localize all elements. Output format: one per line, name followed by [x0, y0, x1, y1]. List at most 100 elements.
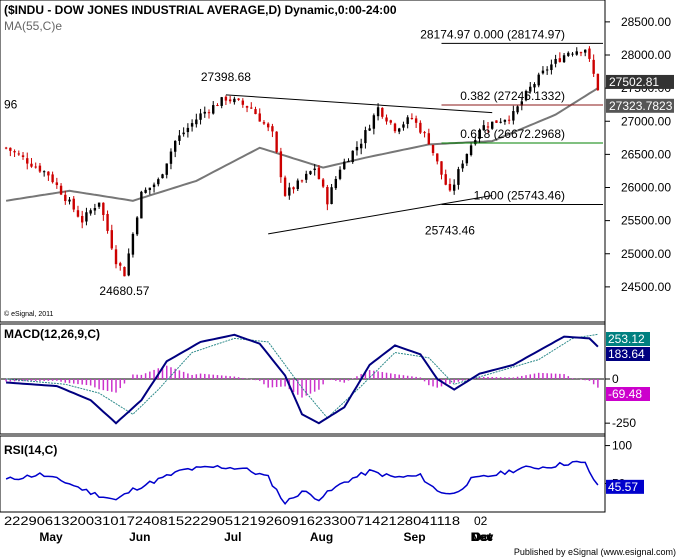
candle-body [220, 97, 223, 106]
macd-title: MACD(12,26,9,C) [4, 327, 100, 341]
x-axis-month-label: Jun [129, 530, 150, 544]
candle-body [144, 189, 147, 193]
candle-body [440, 161, 443, 175]
candle-body [359, 143, 363, 149]
candle-body [520, 101, 524, 106]
price-annotation: 27398.68 [201, 70, 251, 84]
candle-body [448, 183, 452, 191]
macd-badge-text: 183.64 [608, 347, 645, 361]
candle-body [461, 163, 464, 169]
candle-body [288, 187, 291, 196]
candle-body [114, 249, 118, 265]
rsi-layer [5, 460, 599, 506]
candle-body [59, 185, 63, 195]
footer-text: Published by eSignal (www.esignal.com) [514, 547, 676, 557]
candle-body [212, 105, 215, 114]
rsi-title: RSI(14,C) [4, 443, 57, 457]
candle-body [102, 202, 105, 215]
candle-body [436, 153, 439, 162]
candle-body [68, 199, 71, 202]
candle-body [26, 158, 29, 164]
candle-body [364, 130, 367, 144]
candle-body [140, 191, 143, 219]
candle-body [457, 169, 460, 185]
candle-body [524, 91, 528, 101]
candle-body [423, 132, 426, 134]
candle-body [584, 49, 587, 53]
candle-body [347, 160, 350, 162]
candle-body [42, 171, 46, 173]
candle-body [588, 48, 591, 59]
candle-body [173, 140, 177, 152]
candle-body [376, 107, 380, 117]
candle-body [550, 64, 553, 71]
candle-body [317, 167, 321, 180]
candle-body [529, 86, 532, 92]
price-y-tick-label: 25500.00 [621, 214, 671, 228]
candle-body [216, 105, 219, 107]
candle-body [279, 151, 283, 178]
candle-body [186, 127, 190, 133]
candle-body [537, 74, 540, 86]
candle-body [533, 84, 536, 88]
candle-body [309, 171, 312, 175]
rsi-badge-text: 45.57 [608, 480, 638, 494]
x-axis-month-label: Aug [310, 530, 333, 544]
candle-body [495, 120, 498, 123]
candle-body [410, 117, 414, 119]
candle-body [512, 111, 515, 121]
macd-signal-line [6, 333, 598, 419]
candle-body [13, 151, 16, 153]
x-axis-month-label: Nov [471, 530, 494, 544]
candle-body [152, 184, 156, 188]
candle-body [97, 202, 101, 207]
price-layer: 28174.97 0.000 (28174.97) 0.382 (27246.13… [4, 27, 603, 298]
candle-body [465, 153, 469, 164]
candle-body [321, 179, 325, 187]
candle-body [161, 174, 164, 179]
candle-body [9, 147, 12, 151]
candle-body [474, 140, 477, 145]
candle-body [292, 187, 295, 190]
candle-body [254, 109, 257, 115]
candle-body [178, 135, 181, 141]
candle-body [402, 124, 405, 128]
candle-body [258, 113, 261, 122]
price-annotation: 25743.46 [425, 223, 475, 237]
candle-body [579, 52, 583, 54]
candle-body [135, 217, 139, 235]
candle-body [182, 132, 185, 135]
candle-body [486, 126, 490, 128]
candle-body [431, 144, 435, 153]
candle-body [381, 107, 384, 117]
candle-body [127, 253, 130, 276]
candle-body [351, 150, 354, 163]
candle-body [30, 163, 33, 167]
candle-body [313, 168, 316, 171]
candle-body [596, 73, 600, 91]
candle-body [571, 53, 574, 55]
candle-body [469, 145, 473, 156]
candle-body [393, 123, 397, 132]
candle-body [567, 52, 570, 56]
macd-layer [1, 333, 604, 425]
price-y-tick-label: 25000.00 [621, 247, 671, 261]
candle-body [224, 96, 228, 101]
candle-body [275, 131, 278, 152]
x-axis-month-label: May [39, 530, 63, 544]
candle-body [237, 98, 240, 100]
candle-body [169, 151, 173, 164]
candle-body [300, 180, 304, 182]
rsi-line [5, 460, 599, 506]
ma-55-line [5, 87, 599, 202]
candle-body [17, 153, 20, 155]
candle-body [72, 198, 75, 210]
fib-level-label: 0.382 (27246.1332) [460, 89, 565, 103]
price-annotation: 24680.57 [99, 284, 149, 298]
candle-body [106, 213, 109, 231]
x-axis-day-label-extra: 02 [474, 514, 488, 528]
candle-body [157, 179, 160, 185]
candle-body [385, 117, 388, 122]
candle-body [368, 128, 371, 131]
candle-body [491, 121, 494, 129]
